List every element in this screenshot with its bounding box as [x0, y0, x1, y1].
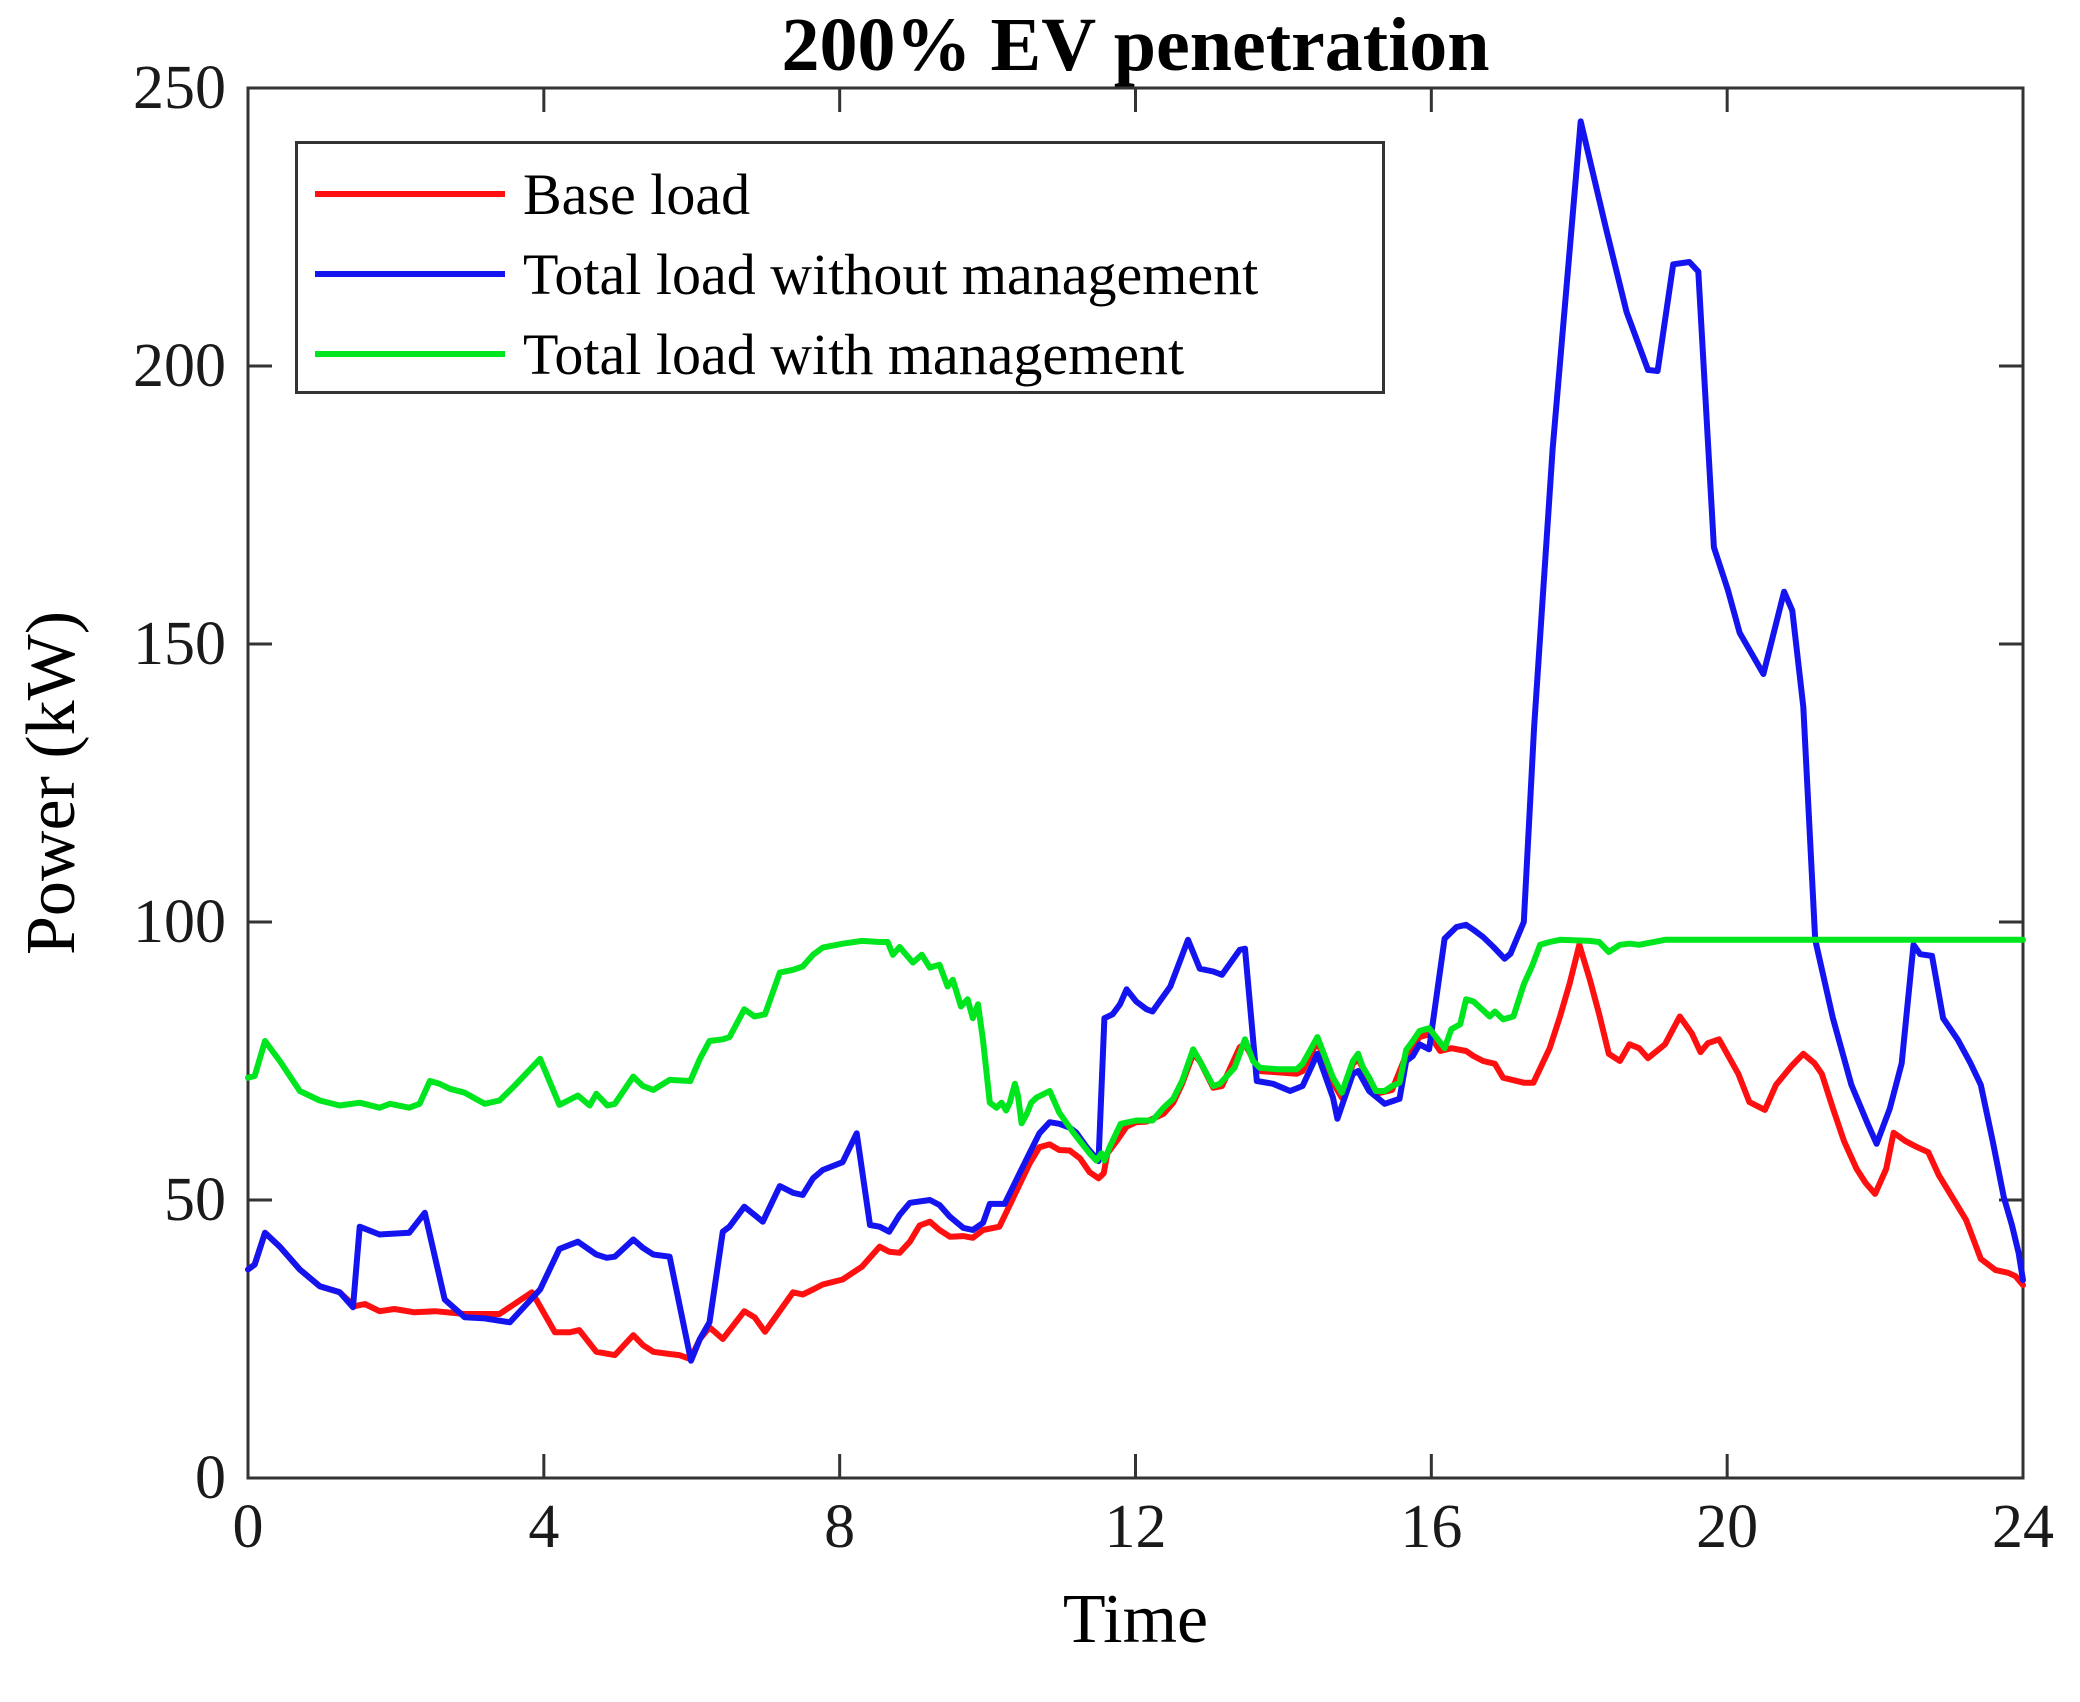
axes-box [246, 86, 2025, 1480]
legend-label-without-management: Total load without management [523, 241, 1259, 307]
y-tick-label-200: 200 [133, 332, 226, 400]
legend-box: Base load Total load without management … [295, 141, 1385, 394]
legend-swatch-base-load [315, 191, 505, 197]
x-tick-label-8: 8 [824, 1493, 856, 1561]
series-line-2 [245, 936, 2026, 1164]
chart-title: 200% EV penetration [781, 3, 1490, 87]
legend-item-with-management: Total load with management [298, 314, 1382, 394]
series-line-0 [245, 941, 2026, 1362]
x-tick-label-0: 0 [232, 1493, 264, 1561]
legend-swatch-with-management [315, 351, 505, 357]
y-axis-label-container: Power (kW) [0, 88, 105, 1478]
x-tick-label-24: 24 [1992, 1493, 2054, 1561]
x-tick-label-12: 12 [1104, 1493, 1167, 1561]
x-axis-label: Time [1062, 1581, 1209, 1658]
y-tick-label-100: 100 [133, 888, 226, 956]
series-line-1 [245, 118, 2026, 1364]
y-tick-label-250: 250 [133, 54, 226, 122]
legend-label-base-load: Base load [523, 161, 751, 227]
y-tick-label-50: 50 [164, 1166, 226, 1234]
x-tick-label-16: 16 [1400, 1493, 1463, 1561]
legend-label-with-management: Total load with management [523, 321, 1185, 387]
legend-item-base-load: Base load [298, 154, 1382, 234]
y-tick-label-150: 150 [133, 610, 226, 678]
legend-swatch-without-management [315, 271, 505, 277]
legend-item-without-management: Total load without management [298, 234, 1382, 314]
x-tick-label-20: 20 [1696, 1493, 1759, 1561]
x-tick-label-4: 4 [528, 1493, 560, 1561]
y-tick-label-0: 0 [195, 1444, 226, 1512]
